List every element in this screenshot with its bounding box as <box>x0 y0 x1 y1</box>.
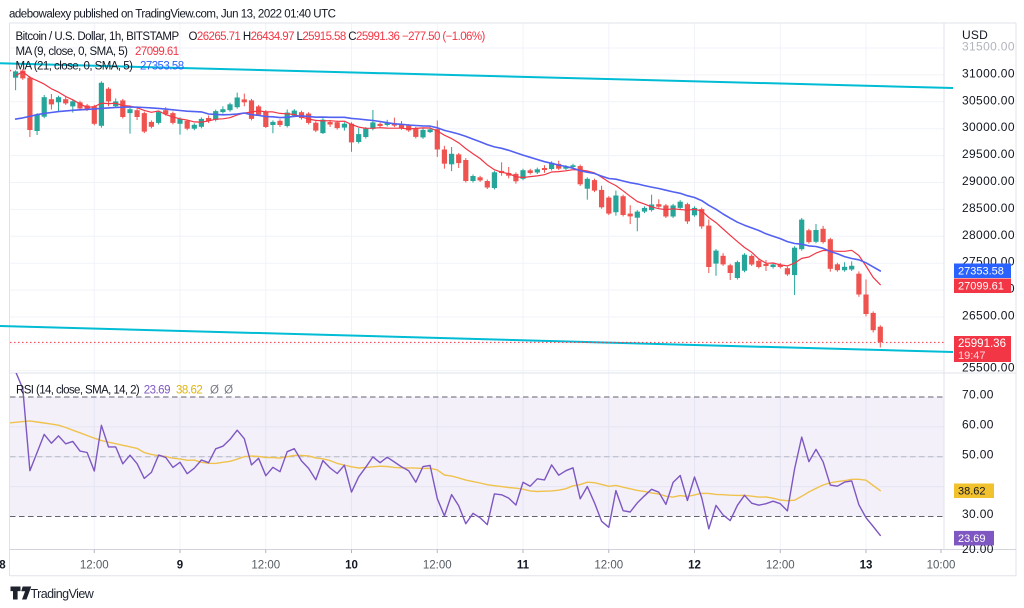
svg-text:29000.00: 29000.00 <box>962 174 1015 188</box>
svg-text:27099.61: 27099.61 <box>958 281 1004 293</box>
svg-text:Ø Ø: Ø Ø <box>210 385 234 397</box>
svg-text:30.00: 30.00 <box>962 507 994 521</box>
svg-text:26500.00: 26500.00 <box>962 309 1015 323</box>
svg-text:27099.61: 27099.61 <box>135 46 179 58</box>
svg-text:12:00: 12:00 <box>80 560 109 572</box>
svg-text:12:00: 12:00 <box>423 560 452 572</box>
svg-text:13: 13 <box>860 560 873 572</box>
svg-text:38.62: 38.62 <box>176 385 202 397</box>
svg-text:28500.00: 28500.00 <box>962 201 1015 215</box>
svg-text:50.00: 50.00 <box>962 447 994 461</box>
svg-text:31000.00: 31000.00 <box>962 66 1015 80</box>
svg-text:27353.58: 27353.58 <box>958 266 1004 278</box>
svg-text:12: 12 <box>688 560 701 572</box>
svg-text:19:47: 19:47 <box>958 350 986 362</box>
svg-text:RSI (14, close, SMA, 14, 2): RSI (14, close, SMA, 14, 2) <box>16 385 140 397</box>
svg-text:30500.00: 30500.00 <box>962 93 1015 107</box>
svg-text:23.69: 23.69 <box>144 385 170 397</box>
svg-text:23.69: 23.69 <box>958 533 986 545</box>
svg-text:Bitcoin / U.S. Dollar, 1h, BIT: Bitcoin / U.S. Dollar, 1h, BITSTAMP <box>16 31 180 43</box>
svg-text:38.62: 38.62 <box>958 486 986 498</box>
svg-text:adebowalexy published on Tradi: adebowalexy published on TradingView.com… <box>9 9 336 21</box>
svg-text:MA (9, close, 0, SMA, 5): MA (9, close, 0, SMA, 5) <box>16 46 129 58</box>
svg-text:MA (21, close, 0, SMA, 5): MA (21, close, 0, SMA, 5) <box>16 61 134 73</box>
svg-text:USD: USD <box>962 28 988 42</box>
svg-text:27353.58: 27353.58 <box>140 61 184 73</box>
svg-text:12:00: 12:00 <box>594 560 623 572</box>
svg-text:11: 11 <box>517 560 530 572</box>
svg-text:12:00: 12:00 <box>766 560 795 572</box>
svg-text:12:00: 12:00 <box>251 560 280 572</box>
svg-text:29500.00: 29500.00 <box>962 147 1015 161</box>
svg-text:O26265.71 H26434.97 L25915.58: O26265.71 H26434.97 L25915.58 C25991.36 … <box>189 31 486 43</box>
svg-text:10:00: 10:00 <box>927 560 956 572</box>
svg-text:25991.36: 25991.36 <box>958 338 1006 350</box>
svg-text:31500.00: 31500.00 <box>962 40 1015 54</box>
svg-text:TradingView: TradingView <box>31 587 95 601</box>
svg-text:70.00: 70.00 <box>962 388 994 402</box>
svg-text:28000.00: 28000.00 <box>962 228 1015 242</box>
svg-text:9: 9 <box>177 560 183 572</box>
svg-text:60.00: 60.00 <box>962 417 994 431</box>
svg-text:10: 10 <box>345 560 358 572</box>
svg-text:25500.00: 25500.00 <box>962 361 1015 375</box>
svg-text:8: 8 <box>0 560 6 572</box>
svg-text:30000.00: 30000.00 <box>962 120 1015 134</box>
